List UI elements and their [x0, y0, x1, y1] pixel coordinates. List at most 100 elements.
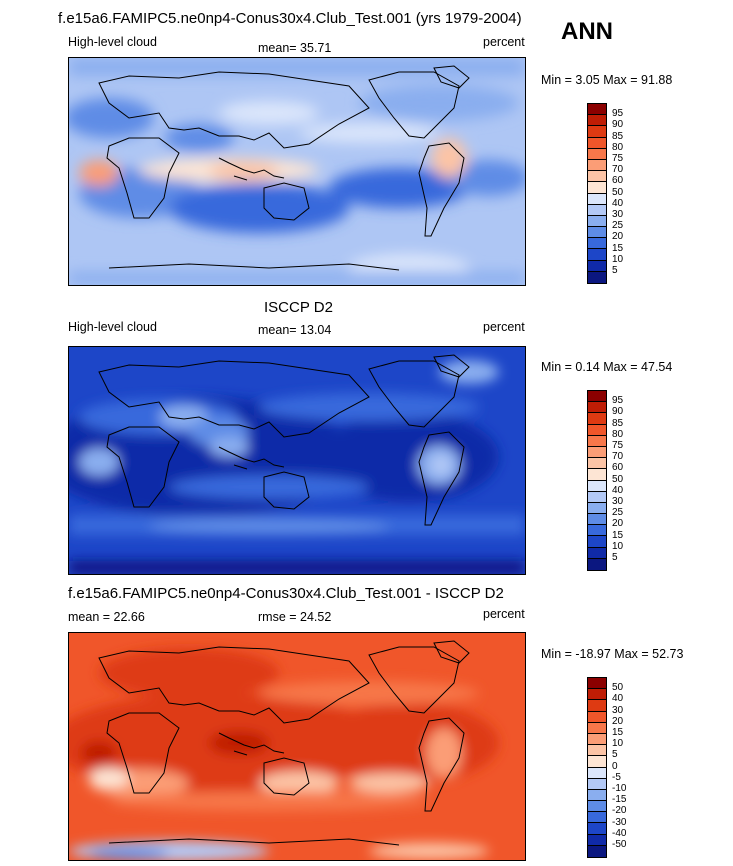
- panel1-title: f.e15a6.FAMIPC5.ne0np4-Conus30x4.Club_Te…: [58, 10, 522, 27]
- panel2-range-label: Min = 0.14 Max = 47.54: [541, 360, 673, 374]
- colorbar-tick-label: -50: [612, 839, 627, 850]
- colorbar-tick-label: 95: [612, 108, 624, 120]
- colorbar-tick-label: -40: [612, 827, 627, 839]
- colorbar-tick-label: 80: [612, 141, 624, 153]
- panel3-range-label: Min = -18.97 Max = 52.73: [541, 647, 684, 661]
- colorbar-swatch: [588, 502, 606, 515]
- colorbar-swatch: [588, 767, 606, 779]
- panel1-mean-label: mean= 35.71: [258, 41, 332, 55]
- panel2-map: [68, 346, 526, 575]
- panel1-map: [68, 57, 526, 286]
- colorbar-tick-label: 70: [612, 451, 624, 463]
- colorbar-tick-label: 10: [612, 540, 624, 552]
- colorbar-swatch: [588, 238, 606, 250]
- panel2-colorbar: [587, 390, 607, 571]
- colorbar-swatch: [588, 435, 606, 447]
- colorbar-tick-label: 60: [612, 462, 624, 474]
- colorbar-tick-label: 50: [612, 186, 624, 198]
- colorbar-swatch: [588, 700, 606, 712]
- panel3-units-label: percent: [483, 607, 525, 621]
- colorbar-swatch: [588, 525, 606, 537]
- colorbar-tick-label: 40: [612, 693, 624, 705]
- colorbar-swatch: [588, 778, 606, 790]
- colorbar-swatch: [588, 249, 606, 261]
- colorbar-swatch: [588, 159, 606, 172]
- panel1-range-label: Min = 3.05 Max = 91.88: [541, 73, 673, 87]
- colorbar-tick-label: 50: [612, 473, 624, 485]
- panel1-colorbar-ticks: 95 90 85 80 75 70 60 50 40 30 25 20 15 10 5: [612, 103, 652, 283]
- colorbar-swatch: [588, 104, 606, 116]
- colorbar-tick-label: 75: [612, 153, 624, 164]
- colorbar-swatch: [588, 413, 606, 425]
- colorbar-swatch: [588, 733, 606, 746]
- colorbar-tick-label: 40: [612, 197, 624, 209]
- panel3-mean-label: mean = 22.66: [68, 610, 145, 624]
- colorbar-swatch: [588, 745, 606, 757]
- colorbar-swatch: [588, 204, 606, 216]
- colorbar-tick-label: 90: [612, 406, 624, 418]
- colorbar-tick-label: 10: [612, 253, 624, 265]
- colorbar-swatch: [588, 215, 606, 228]
- colorbar-swatch: [588, 789, 606, 802]
- panel2-colorbar-ticks: 95 90 85 80 75 70 60 50 40 30 25 20 15 10 5: [612, 390, 652, 570]
- colorbar-tick-label: 50: [612, 682, 624, 694]
- colorbar-swatch: [588, 446, 606, 459]
- colorbar-tick-label: 90: [612, 119, 624, 131]
- colorbar-tick-label: 5: [612, 749, 618, 761]
- colorbar-swatch: [588, 148, 606, 160]
- colorbar-tick-label: 95: [612, 395, 624, 407]
- colorbar-swatch: [588, 823, 606, 835]
- colorbar-tick-label: 30: [612, 704, 624, 716]
- colorbar-tick-label: 20: [612, 231, 624, 243]
- season-label: ANN: [561, 18, 613, 45]
- colorbar-tick-label: 20: [612, 518, 624, 530]
- colorbar-swatch: [588, 402, 606, 414]
- colorbar-swatch: [588, 812, 606, 824]
- colorbar-swatch: [588, 458, 606, 470]
- colorbar-swatch: [588, 171, 606, 183]
- colorbar-swatch: [588, 689, 606, 701]
- colorbar-swatch: [588, 756, 606, 768]
- colorbar-swatch: [588, 391, 606, 403]
- colorbar-tick-label: -5: [612, 771, 621, 783]
- colorbar-swatch: [588, 193, 606, 205]
- colorbar-tick-label: 15: [612, 727, 624, 738]
- colorbar-swatch: [588, 801, 606, 813]
- colorbar-tick-label: -20: [612, 805, 627, 817]
- panel1-colorbar: [587, 103, 607, 284]
- colorbar-tick-label: 70: [612, 164, 624, 176]
- colorbar-tick-label: 15: [612, 529, 624, 541]
- colorbar-tick-label: 25: [612, 220, 624, 232]
- colorbar-swatch: [588, 834, 606, 846]
- colorbar-tick-label: -15: [612, 794, 627, 806]
- colorbar-tick-label: 20: [612, 715, 624, 727]
- panel3-rmse-label: rmse = 24.52: [258, 610, 332, 624]
- colorbar-swatch: [588, 678, 606, 690]
- colorbar-swatch: [588, 137, 606, 149]
- colorbar-tick-label: 30: [612, 209, 624, 220]
- panel2-variable-label: High-level cloud: [68, 320, 157, 334]
- colorbar-swatch: [588, 480, 606, 492]
- colorbar-tick-label: 85: [612, 130, 624, 142]
- colorbar-tick-label: 10: [612, 738, 624, 750]
- colorbar-swatch: [588, 227, 606, 239]
- colorbar-tick-label: -10: [612, 783, 627, 794]
- colorbar-swatch: [588, 182, 606, 194]
- colorbar-tick-label: 60: [612, 175, 624, 187]
- colorbar-tick-label: 40: [612, 484, 624, 496]
- colorbar-tick-label: 80: [612, 428, 624, 440]
- colorbar-swatch: [588, 722, 606, 734]
- panel3-title: f.e15a6.FAMIPC5.ne0np4-Conus30x4.Club_Te…: [68, 585, 504, 602]
- colorbar-tick-label: 0: [612, 760, 618, 772]
- colorbar-tick-label: -30: [612, 816, 627, 828]
- colorbar-swatch: [588, 271, 606, 283]
- colorbar-swatch: [588, 260, 606, 272]
- colorbar-tick-label: 30: [612, 496, 624, 507]
- panel3-colorbar-ticks: 50 40 30 20 15 10 5 0 -5 -10 -15 -20 -30 -40 -50: [612, 677, 652, 857]
- panel3-colorbar: [587, 677, 607, 858]
- colorbar-tick-label: 75: [612, 440, 624, 451]
- colorbar-swatch: [588, 514, 606, 526]
- colorbar-swatch: [588, 558, 606, 570]
- colorbar-tick-label: 5: [612, 552, 618, 563]
- panel2-mean-label: mean= 13.04: [258, 323, 332, 337]
